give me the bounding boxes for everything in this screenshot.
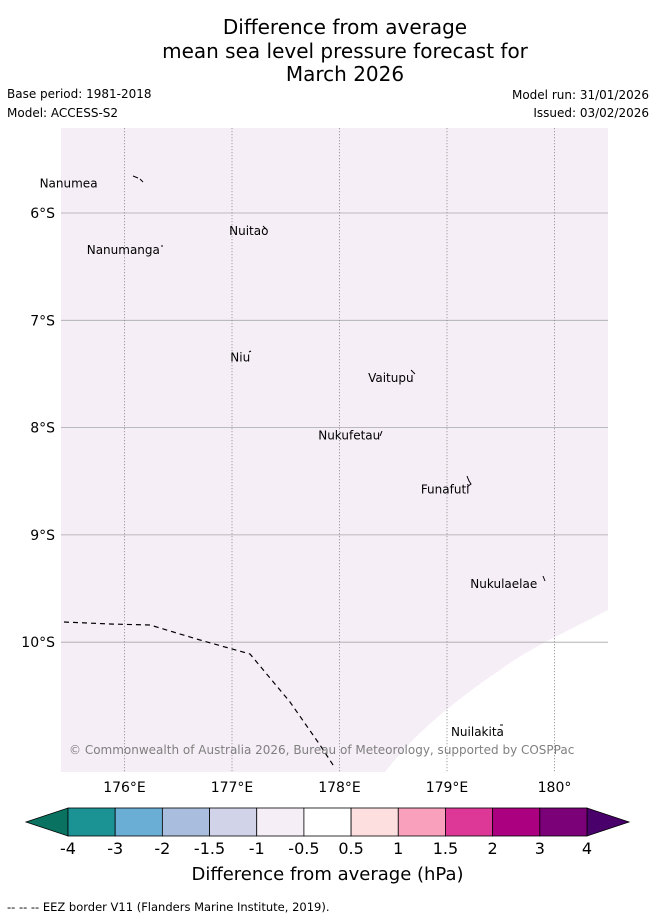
longitude-tick-label: 178°E — [318, 780, 361, 796]
place-label: Funafuti — [421, 482, 470, 496]
base-period: Base period: 1981-2018 — [7, 87, 152, 101]
latitude-tick-label: 6°S — [30, 206, 55, 222]
place-labels: Nanumea Nuitao Nanumanga Niu Vaitupu Nukufeta… — [40, 177, 538, 739]
colorbar-tick-label: -0.5 — [288, 839, 320, 858]
colorbar-tick-label: 4 — [581, 839, 593, 858]
place-label: Nuilakita — [451, 725, 504, 739]
colorbar-tick-label: 2 — [487, 839, 498, 858]
colorbar-tick-label: -1 — [248, 839, 265, 858]
place-label: Nanumanga — [87, 243, 160, 257]
zero-anomaly-region — [385, 610, 608, 772]
colorbar-segment — [303, 807, 352, 837]
title-line-1: Difference from average — [222, 15, 468, 39]
latitude-tick-label: 7°S — [30, 313, 55, 329]
colorbar-segment — [256, 807, 305, 837]
latitude-tick-label: 8°S — [30, 421, 55, 437]
colorbar-tick-label: 1.5 — [432, 839, 459, 858]
place-label: Nanumea — [40, 177, 98, 191]
copyright-notice: © Commonwealth of Australia 2026, Bureau… — [69, 743, 574, 757]
colorbar-segment — [161, 807, 210, 837]
title-line-2: mean sea level pressure forecast for — [162, 38, 528, 63]
eez-border-line — [63, 621, 336, 769]
colorbar-tick-label: -3 — [107, 839, 124, 858]
colorbar-segment — [350, 807, 399, 837]
place-label: Nukufetau — [318, 429, 380, 443]
place-label: Vaitupu — [368, 371, 414, 385]
colorbar-segment — [539, 807, 588, 837]
place-label: Nuitao — [229, 224, 268, 238]
island-nukulaelae — [542, 575, 546, 582]
island-nukufetau — [379, 430, 383, 437]
island-outlines — [132, 175, 546, 726]
colorbar-tick-label: -1.5 — [193, 839, 226, 858]
eez-legend: -- -- -- EEZ border V11 (Flanders Marine… — [7, 900, 330, 914]
model-name: Model: ACCESS-S2 — [7, 106, 119, 120]
colorbar-over-arrow — [586, 807, 631, 837]
place-label: Nukulaelae — [470, 577, 537, 591]
latitude-tick-label: 9°S — [30, 528, 55, 544]
latitude-labels: 6°S 7°S 8°S 9°S 10°S — [21, 206, 55, 651]
colorbar-tick-label: 1 — [393, 839, 404, 858]
colorbar — [24, 807, 631, 837]
island-nanumea — [132, 175, 144, 183]
colorbar-label: Difference from average (hPa) — [191, 864, 464, 885]
place-label: Niu — [230, 350, 250, 364]
colorbar-tick-label: 3 — [534, 839, 545, 858]
colorbar-segment — [492, 807, 541, 837]
colorbar-segment — [67, 807, 116, 837]
colorbar-segment — [114, 807, 163, 837]
longitude-tick-label: 177°E — [211, 780, 254, 796]
colorbar-tick-label: 0.5 — [338, 839, 364, 858]
model-run: Model run: 31/01/2026 — [511, 88, 649, 102]
title-line-3: March 2026 — [285, 62, 405, 86]
issued-date: Issued: 03/02/2026 — [533, 106, 649, 120]
colorbar-tick-label: -4 — [60, 839, 76, 858]
colorbar-segment — [209, 807, 258, 837]
latitude-tick-label: 10°S — [21, 635, 55, 651]
graticule — [61, 128, 608, 772]
longitude-tick-label: 180° — [538, 780, 572, 796]
island-niu — [248, 350, 252, 353]
colorbar-segment — [397, 807, 446, 837]
longitude-tick-label: 176°E — [103, 780, 146, 796]
longitude-tick-label: 179°E — [426, 780, 469, 796]
island-funafuti — [466, 475, 472, 488]
colorbar-segment — [445, 807, 494, 837]
island-vaitupu — [410, 369, 416, 375]
longitude-labels: 176°E 177°E 178°E 179°E 180° — [103, 780, 571, 796]
colorbar-under-arrow — [24, 807, 69, 837]
chart-title: Difference from average mean sea level p… — [0, 15, 655, 87]
island-nuitao — [262, 225, 267, 230]
colorbar-tick-label: -2 — [154, 839, 171, 858]
